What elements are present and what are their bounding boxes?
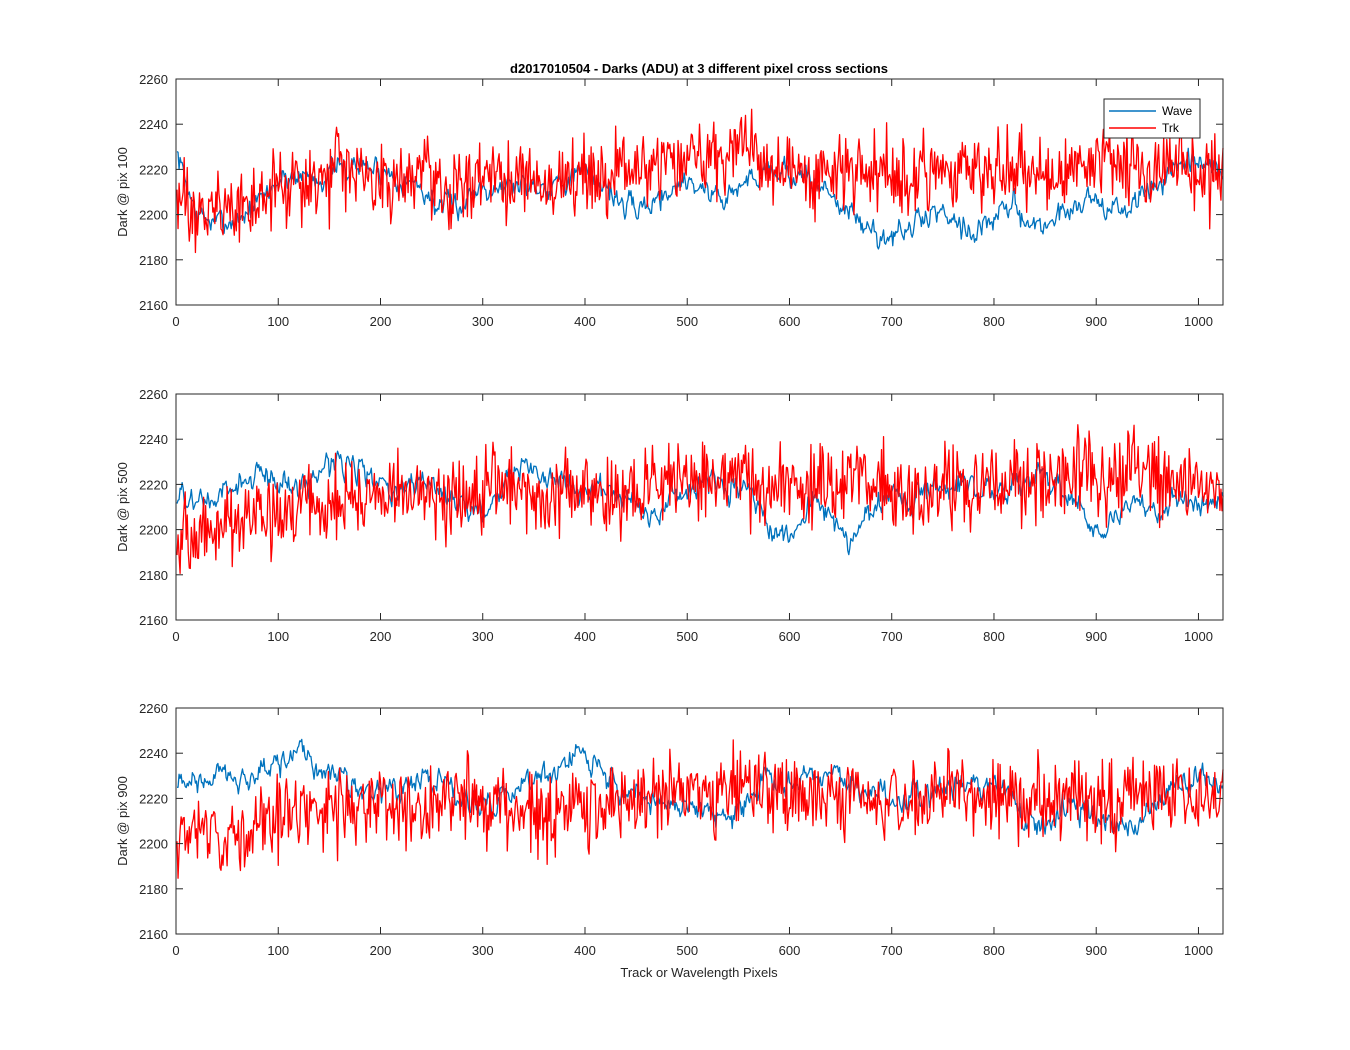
y-tick-label: 2220 [139, 162, 168, 177]
plot-frame [175, 393, 1224, 621]
x-tick-label: 200 [370, 629, 392, 644]
ticks: 0 100 200 300 400 500 600 700 800 900 1000 2160 2180… [139, 701, 1223, 958]
x-tick-label: 400 [574, 314, 596, 329]
x-tick-label: 1000 [1184, 943, 1213, 958]
x-tick-label: 100 [267, 314, 289, 329]
legend-label-wave: Wave [1162, 104, 1193, 118]
y-tick-label: 2180 [139, 568, 168, 583]
x-tick-label: 900 [1085, 943, 1107, 958]
x-tick-label: 700 [881, 314, 903, 329]
x-tick-label: 900 [1085, 629, 1107, 644]
ticks: 0 100 200 300 400 500 600 700 800 900 1000 2160 2180… [139, 72, 1223, 329]
x-tick-label: 0 [172, 943, 179, 958]
y-tick-label: 2260 [139, 387, 168, 402]
y-axis-label: Dark @ pix 100 [115, 147, 130, 237]
y-axis-label: Dark @ pix 500 [115, 462, 130, 552]
x-tick-label: 500 [676, 943, 698, 958]
y-tick-label: 2260 [139, 701, 168, 716]
y-tick-label: 2220 [139, 477, 168, 492]
series-line-trk [176, 424, 1224, 574]
plot-frame [175, 707, 1224, 935]
y-tick-label: 2220 [139, 791, 168, 806]
series-layer [176, 738, 1224, 879]
x-tick-label: 800 [983, 629, 1005, 644]
x-tick-label: 200 [370, 314, 392, 329]
x-tick-label: 900 [1085, 314, 1107, 329]
panel-pix-100: 0 100 200 300 400 500 600 700 800 900 1000 2160 2180… [115, 72, 1224, 329]
plot-frame [175, 78, 1224, 306]
x-tick-label: 300 [472, 314, 494, 329]
y-tick-label: 2240 [139, 432, 168, 447]
series-line-trk [176, 108, 1224, 254]
y-tick-label: 2240 [139, 746, 168, 761]
panel-pix-900: 0 100 200 300 400 500 600 700 800 900 1000 2160 2180… [115, 701, 1224, 958]
x-tick-label: 600 [779, 943, 801, 958]
x-tick-label: 1000 [1184, 314, 1213, 329]
panel-pix-500: 0 100 200 300 400 500 600 700 800 900 1000 2160 2180… [115, 387, 1224, 644]
x-tick-label: 0 [172, 629, 179, 644]
x-tick-label: 800 [983, 314, 1005, 329]
y-tick-label: 2160 [139, 298, 168, 313]
y-tick-label: 2200 [139, 523, 168, 538]
x-tick-label: 600 [779, 629, 801, 644]
y-tick-label: 2160 [139, 613, 168, 628]
series-line-trk [176, 739, 1224, 879]
y-tick-label: 2200 [139, 837, 168, 852]
figure-title: d2017010504 - Darks (ADU) at 3 different… [510, 61, 888, 76]
y-tick-label: 2240 [139, 117, 168, 132]
legend: Wave Trk [1103, 98, 1201, 139]
plot-area [176, 394, 1223, 620]
x-axis-label: Track or Wavelength Pixels [620, 965, 778, 980]
legend-label-trk: Trk [1162, 121, 1180, 135]
x-tick-label: 500 [676, 629, 698, 644]
x-tick-label: 500 [676, 314, 698, 329]
y-tick-label: 2160 [139, 927, 168, 942]
series-layer [176, 108, 1224, 254]
y-tick-label: 2200 [139, 208, 168, 223]
x-tick-label: 600 [779, 314, 801, 329]
x-tick-label: 100 [267, 629, 289, 644]
legend-box [1103, 98, 1201, 139]
x-tick-label: 400 [574, 943, 596, 958]
x-tick-label: 100 [267, 943, 289, 958]
x-tick-label: 400 [574, 629, 596, 644]
x-tick-label: 800 [983, 943, 1005, 958]
ticks: 0 100 200 300 400 500 600 700 800 900 1000 2160 2180… [139, 387, 1223, 644]
x-tick-label: 0 [172, 314, 179, 329]
x-tick-label: 700 [881, 629, 903, 644]
y-tick-label: 2180 [139, 882, 168, 897]
y-tick-label: 2180 [139, 253, 168, 268]
y-tick-label: 2260 [139, 72, 168, 87]
x-tick-label: 700 [881, 943, 903, 958]
x-tick-label: 200 [370, 943, 392, 958]
x-tick-label: 1000 [1184, 629, 1213, 644]
y-axis-label: Dark @ pix 900 [115, 776, 130, 866]
series-layer [176, 424, 1224, 574]
x-tick-label: 300 [472, 629, 494, 644]
x-tick-label: 300 [472, 943, 494, 958]
